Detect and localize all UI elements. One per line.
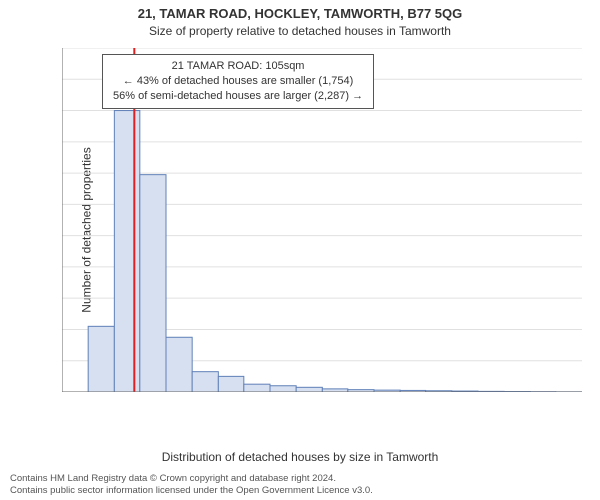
histogram-bars [88,111,582,392]
footer-line-2: Contains public sector information licen… [10,485,590,497]
chart-title-sub: Size of property relative to detached ho… [0,24,600,38]
chart-title-main: 21, TAMAR ROAD, HOCKLEY, TAMWORTH, B77 5… [0,6,600,21]
annotation-line-2: ← 43% of detached houses are smaller (1,… [113,74,363,89]
footer-attribution: Contains HM Land Registry data © Crown c… [10,473,590,497]
annotation-line-1: 21 TAMAR ROAD: 105sqm [113,59,363,74]
annotation-line-3: 56% of semi-detached houses are larger (… [113,89,363,104]
footer-line-1: Contains HM Land Registry data © Crown c… [10,473,590,485]
x-axis-label: Distribution of detached houses by size … [0,450,600,464]
property-annotation-box: 21 TAMAR ROAD: 105sqm ← 43% of detached … [102,54,374,109]
